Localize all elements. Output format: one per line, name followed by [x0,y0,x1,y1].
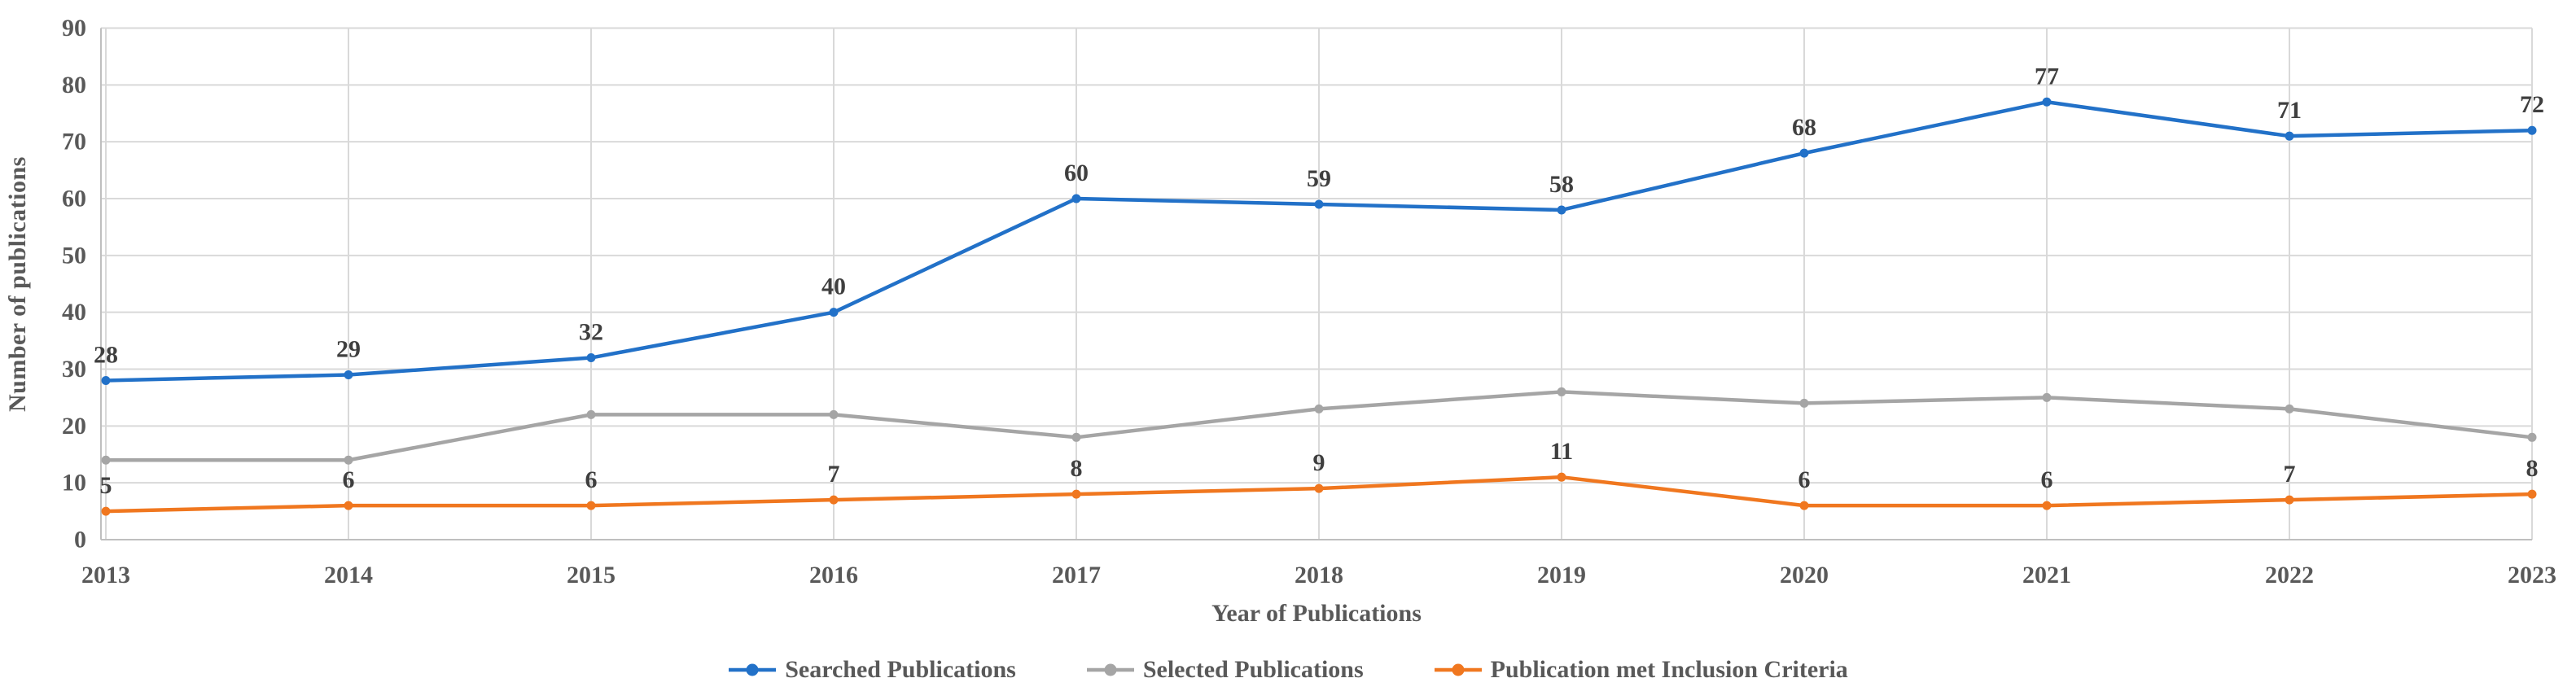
data-point [1314,483,1324,493]
y-tick-label: 40 [62,299,86,326]
data-label: 6 [1798,466,1811,493]
legend-marker-inclusion-icon [1434,663,1482,676]
legend-label: Publication met Inclusion Criteria [1490,656,1848,683]
data-point [1314,199,1324,209]
y-tick-label: 30 [62,356,86,383]
data-point [2285,495,2294,505]
x-tick-label: 2013 [81,562,130,588]
legend-item-inclusion-criteria: Publication met Inclusion Criteria [1434,656,1848,684]
data-label: 9 [1313,449,1325,476]
data-label: 68 [1792,114,1816,141]
data-label: 71 [2277,97,2302,124]
x-tick-label: 2020 [1780,562,1829,588]
data-point [101,375,111,385]
data-point [2042,97,2052,107]
y-axis-title: Number of publications [4,156,31,412]
data-label: 6 [585,466,598,493]
data-point [1799,148,1809,158]
data-point [829,409,839,419]
y-tick-label: 50 [62,242,86,269]
x-tick-label: 2021 [2022,562,2071,588]
data-label: 7 [828,461,840,488]
data-point [2527,432,2537,442]
y-tick-label: 70 [62,129,86,155]
x-tick-label: 2017 [1052,562,1101,588]
data-label: 60 [1064,160,1089,186]
data-point [2042,501,2052,510]
data-point [1799,398,1809,408]
data-label: 28 [94,341,118,368]
x-tick-label: 2015 [567,562,616,588]
data-point [1071,489,1081,499]
data-point [2527,489,2537,499]
data-point [829,308,839,317]
x-tick-label: 2023 [2508,562,2556,588]
data-point [101,455,111,465]
legend-marker-searched-icon [729,663,777,676]
data-label: 59 [1307,165,1331,192]
data-point [1557,472,1566,482]
data-label: 11 [1550,438,1573,465]
data-point [1071,194,1081,203]
data-point [1557,205,1566,215]
data-point [586,353,596,363]
x-tick-label: 2022 [2265,562,2314,588]
data-label: 5 [100,472,112,499]
y-tick-label: 60 [62,186,86,212]
data-point [344,455,353,465]
data-label: 6 [2041,466,2053,493]
data-point [586,501,596,510]
data-label: 6 [343,466,355,493]
data-label: 77 [2035,63,2059,90]
data-point [2527,125,2537,135]
legend-label: Searched Publications [785,656,1016,683]
legend-marker-selected-icon [1086,663,1134,676]
legend: Searched Publications Selected Publicati… [0,656,2576,684]
data-point [2042,392,2052,402]
data-point [1799,501,1809,510]
data-point [2285,131,2294,141]
x-tick-label: 2016 [809,562,858,588]
data-label: 40 [821,273,846,300]
data-label: 29 [336,335,361,362]
data-label: 7 [2284,461,2296,488]
data-point [1071,432,1081,442]
y-tick-label: 90 [62,15,86,42]
data-label: 8 [2526,455,2539,482]
data-point [829,495,839,505]
y-tick-label: 10 [62,470,86,497]
data-point [2285,404,2294,413]
data-point [1557,387,1566,396]
y-tick-label: 0 [74,527,86,553]
data-label: 58 [1549,171,1574,198]
legend-label: Selected Publications [1142,656,1364,683]
x-tick-label: 2014 [324,562,373,588]
x-tick-label: 2019 [1537,562,1586,588]
x-tick-label: 2018 [1295,562,1343,588]
data-label: 72 [2520,91,2544,118]
data-point [1314,404,1324,413]
legend-item-selected-publications: Selected Publications [1086,656,1364,684]
data-point [344,501,353,510]
x-axis-title: Year of Publications [1211,600,1422,627]
data-label: 8 [1071,455,1083,482]
data-label: 32 [579,319,603,346]
legend-item-searched-publications: Searched Publications [728,656,1016,684]
y-tick-label: 80 [62,72,86,98]
data-point [344,370,353,379]
data-point [586,409,596,419]
y-tick-label: 20 [62,413,86,440]
data-point [101,506,111,516]
